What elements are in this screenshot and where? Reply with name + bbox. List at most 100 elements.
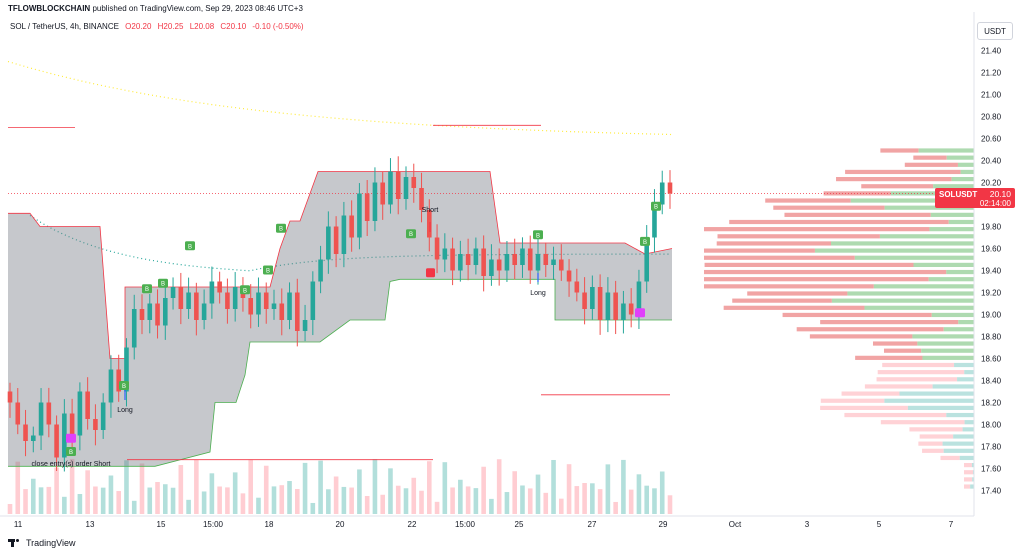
volume-bar [388,468,393,514]
profile-bar-buy [957,162,974,167]
profile-bar-sell [855,355,923,360]
buy-signal-label: B [409,232,413,238]
profile-bar-buy [929,227,974,232]
x-tick-label: 29 [659,520,668,529]
candle-body [372,182,378,221]
profile-bar-sell [882,362,955,368]
y-tick-label: 17.60 [981,465,1002,474]
profile-bar-sell [883,348,922,353]
candle-body [364,193,370,221]
candle-body [496,259,502,271]
tradingview-logo[interactable]: TradingView [8,538,76,548]
buy-signal-label: B [161,282,165,288]
candle-body [232,287,238,309]
profile-bar-buy [962,427,974,432]
volume-bar [659,471,665,514]
x-tick-label: 3 [805,520,810,529]
profile-bar-sell [820,405,908,410]
profile-bar-buy [854,255,974,260]
volume-profile [704,148,974,489]
candle-body [465,254,471,265]
buy-signal-marker [119,381,129,390]
candle-body [77,391,83,436]
profile-bar-buy [912,334,974,339]
candle-body [597,287,603,320]
buy-signal-label: B [654,205,658,211]
volume-bar [302,462,308,514]
profile-bar-buy [959,455,974,461]
buy-signal-marker [158,278,168,288]
volume-bar [310,502,316,514]
ohlc-close: C20.10 [220,22,247,31]
profile-bar-buy [899,391,974,396]
volume-bar [23,489,28,514]
y-tick-label: 17.80 [981,443,1002,452]
buy-signal-label: B [69,450,73,456]
volume-bar [419,490,424,514]
candle-body [659,182,665,205]
candle-body [131,309,137,348]
profile-bar-buy [918,148,974,153]
profile-bar-sell [773,205,885,210]
axes: 21.4021.2021.0020.8020.6020.4020.2020.00… [0,12,1002,529]
indicator-overlays [7,60,935,467]
volume-bar [186,499,191,514]
candle-body [186,292,191,309]
tradingview-logo-icon [8,539,22,547]
volume-bar [201,491,207,514]
profile-bar-buy [932,384,974,389]
symbol-name[interactable]: SOL / TetherUS, 4h, BINANCE [10,22,119,31]
candle-body [194,292,199,320]
volume-bar [100,487,106,514]
profile-bar-buy [954,362,974,368]
profile-bar-sell [820,320,959,325]
buy-signal-label: B [145,287,149,293]
volume-bar [7,504,13,514]
profile-bar-sell [704,248,815,253]
candle-body [139,309,145,320]
profile-bar-sell [872,341,918,346]
candle-body [613,292,618,320]
candle-body [434,237,440,260]
buy-signal-marker [185,241,195,251]
profile-bar-buy [958,320,974,325]
volume-bar [248,459,254,514]
profile-bar-buy [847,291,974,296]
x-tick-label: 27 [588,520,597,529]
candle-body [543,254,549,265]
candle-body [621,303,626,320]
candle-body [388,171,393,205]
currency-label: USDT [984,26,1006,36]
profile-bar-sell [913,155,947,160]
price-tag-symbol: SOLUSDT [939,190,978,199]
candle-body [450,248,455,271]
volume-bar [450,487,455,514]
volume-bar [403,488,409,514]
profile-bar-buy [884,398,974,403]
profile-bar-buy [964,370,974,375]
candle-body [403,177,409,199]
candle-body [225,292,230,309]
volume-bar [256,497,261,514]
candle-body [520,248,525,265]
buy-signal-marker [651,201,661,211]
candle-body [93,419,98,430]
profile-bar-buy [921,348,974,353]
profile-bar-buy [970,484,974,489]
candle-body [30,435,36,441]
currency-selector[interactable]: USDT [977,22,1013,40]
profile-bar-sell [809,334,913,339]
candle-body [341,215,347,254]
signal-markers: B B B B B B B B B B B B Short Long Long close entry(s) … [32,201,661,468]
y-tick-label: 19.00 [981,311,1002,320]
long-annotation: Long [530,290,546,297]
candle-body [54,424,59,458]
buy-signal-marker [406,229,416,239]
candle-body [256,292,261,315]
x-tick-label: 7 [949,520,954,529]
candle-body [512,254,518,265]
channel-name: TFLOWBLOCKCHAIN [8,4,91,13]
candle-body [209,281,215,304]
profile-bar-buy [933,184,974,189]
